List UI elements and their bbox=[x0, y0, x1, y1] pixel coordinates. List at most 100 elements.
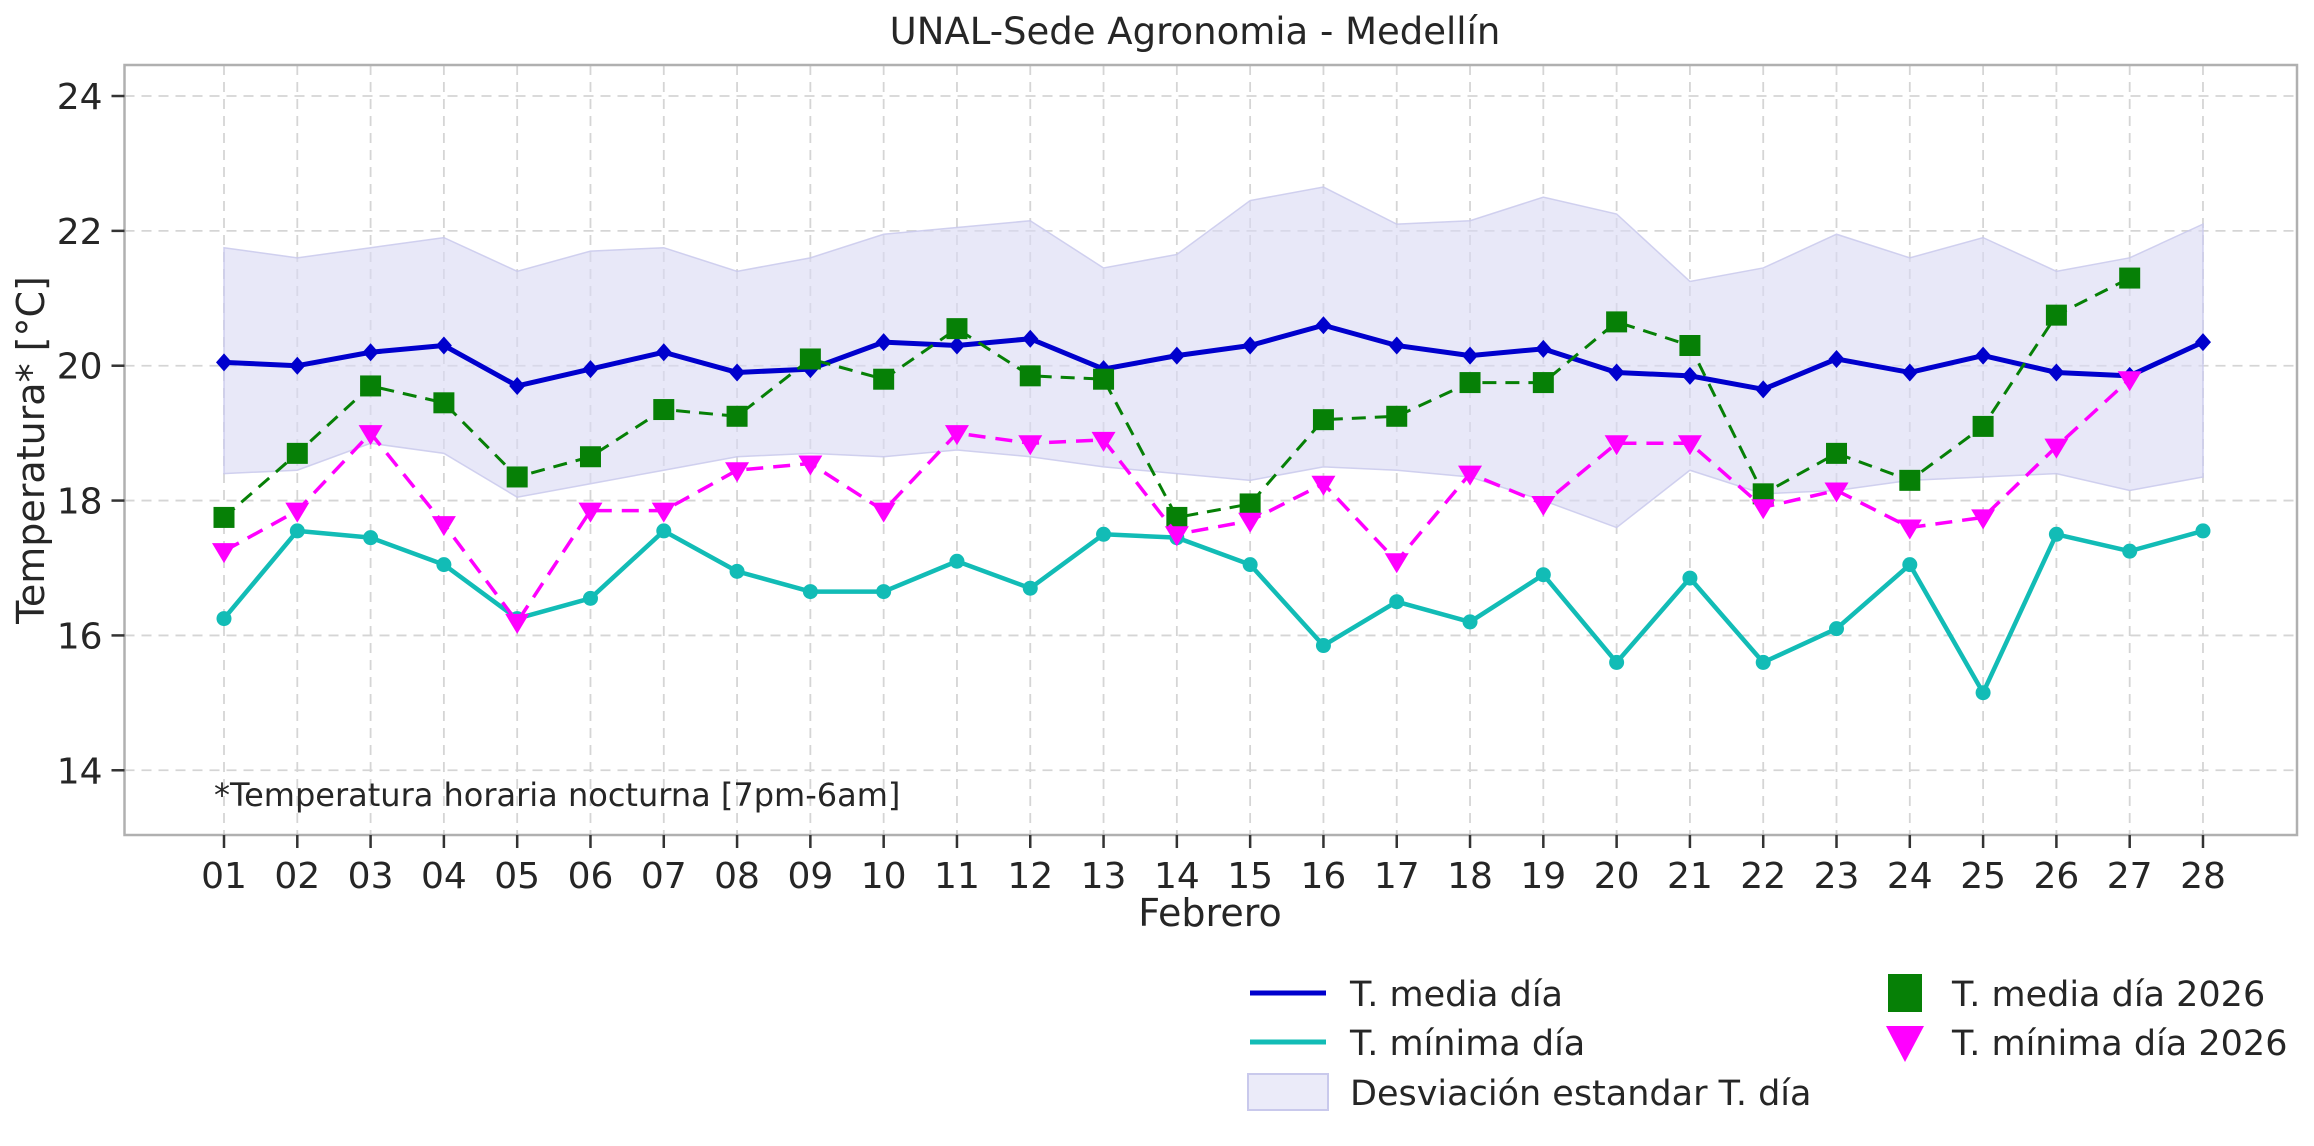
diamond-marker bbox=[509, 376, 526, 395]
legend-swatch-t-minima-dia-2026 bbox=[1886, 1026, 1924, 1062]
triangle-down-marker bbox=[1751, 499, 1776, 520]
square-marker bbox=[579, 446, 601, 468]
circle-marker bbox=[656, 523, 672, 539]
diamond-marker bbox=[1242, 336, 1259, 355]
square-marker bbox=[1679, 334, 1701, 356]
triangle-down-marker bbox=[651, 502, 676, 523]
square-marker bbox=[1606, 311, 1628, 333]
triangle-down-marker bbox=[2117, 371, 2142, 392]
series-t-m-nima-d-a-2026 bbox=[212, 371, 2142, 634]
axes: 01 02 03 04 05 06 07 08 09 10 11 12 13 14 15 16 17 18 19 20… bbox=[57, 63, 2299, 897]
x-tick-label: 09 bbox=[787, 856, 833, 897]
square-marker bbox=[1093, 368, 1115, 390]
y-tick-label: 16 bbox=[57, 616, 103, 657]
triangle-down-marker bbox=[1164, 526, 1189, 547]
circle-marker bbox=[289, 523, 305, 539]
x-tick-label: 06 bbox=[568, 856, 614, 897]
diamond-marker bbox=[1168, 346, 1185, 365]
square-marker bbox=[946, 318, 968, 340]
circle-marker bbox=[2122, 543, 2138, 559]
diamond-marker bbox=[582, 360, 599, 379]
circle-marker bbox=[1609, 654, 1625, 670]
circle-marker bbox=[1755, 654, 1771, 670]
square-marker bbox=[506, 466, 528, 488]
x-tick-label: 01 bbox=[201, 856, 247, 897]
square-marker bbox=[1752, 483, 1774, 505]
y-tick-label: 20 bbox=[57, 347, 103, 388]
triangle-down-marker bbox=[431, 516, 456, 537]
circle-marker bbox=[2195, 523, 2211, 539]
triangle-down-marker bbox=[212, 543, 236, 564]
x-tick-label: 22 bbox=[1740, 856, 1786, 897]
x-tick-label: 16 bbox=[1301, 856, 1347, 897]
series-t-m-nima-d-a bbox=[216, 523, 2211, 701]
diamond-marker bbox=[1828, 349, 1845, 368]
diamond-marker bbox=[216, 353, 232, 372]
square-marker bbox=[1826, 442, 1848, 464]
circle-marker bbox=[802, 584, 818, 600]
y-tick-label: 24 bbox=[57, 77, 103, 118]
square-marker bbox=[1532, 372, 1554, 394]
x-tick-label: 11 bbox=[934, 856, 980, 897]
series-line-t-media-d-a-2026 bbox=[223, 276, 2131, 519]
square-marker bbox=[1312, 409, 1334, 431]
legend-swatch-std-band bbox=[1247, 1073, 1329, 1111]
circle-marker bbox=[436, 557, 452, 573]
circle-marker bbox=[1389, 594, 1405, 610]
x-tick-label: 19 bbox=[1520, 856, 1566, 897]
circle-marker bbox=[1022, 580, 1038, 596]
x-tick-label: 25 bbox=[1960, 856, 2006, 897]
x-tick-label: 26 bbox=[2033, 856, 2079, 897]
diamond-marker bbox=[729, 363, 746, 382]
circle-marker bbox=[1315, 638, 1331, 654]
diamond-marker bbox=[435, 336, 452, 355]
circle-marker bbox=[216, 611, 232, 627]
legend-label-std-band: Desviación estandar T. día bbox=[1350, 1074, 1811, 1114]
triangle-down-marker bbox=[871, 502, 896, 523]
x-tick-label: 14 bbox=[1154, 856, 1200, 897]
square-marker bbox=[213, 506, 235, 528]
square-marker bbox=[2045, 304, 2067, 326]
x-tick-label: 21 bbox=[1667, 856, 1713, 897]
x-tick-label: 07 bbox=[641, 856, 687, 897]
square-marker bbox=[286, 442, 308, 464]
square-marker bbox=[873, 368, 895, 390]
triangle-down-marker bbox=[505, 613, 530, 634]
circle-marker bbox=[876, 584, 892, 600]
x-tick-label: 27 bbox=[2107, 856, 2153, 897]
legend: T. media día T. mínima día Desviación es… bbox=[1247, 974, 2287, 1114]
square-marker bbox=[433, 392, 455, 414]
data-series bbox=[212, 267, 2211, 701]
triangle-down-marker bbox=[1091, 431, 1116, 452]
x-tick-label: 15 bbox=[1227, 856, 1273, 897]
x-tick-label: 18 bbox=[1447, 856, 1493, 897]
diamond-marker bbox=[1388, 336, 1405, 355]
triangle-down-marker bbox=[1531, 495, 1556, 516]
square-marker bbox=[799, 348, 821, 370]
x-tick-label: 05 bbox=[494, 856, 540, 897]
plot-border bbox=[123, 63, 2299, 837]
triangle-down-marker bbox=[944, 425, 969, 446]
triangle-down-marker bbox=[1971, 509, 1996, 530]
std-band-area bbox=[223, 186, 2204, 529]
diamond-marker bbox=[1315, 316, 1332, 335]
series-line-t-media-d-a bbox=[223, 322, 2205, 392]
square-marker bbox=[726, 405, 748, 427]
triangle-down-marker bbox=[1604, 435, 1629, 456]
circle-marker bbox=[1975, 685, 1991, 701]
square-marker bbox=[1166, 506, 1188, 528]
circle-marker bbox=[1096, 526, 1112, 542]
legend-label-t-minima-dia-2026: T. mínima día 2026 bbox=[1951, 1024, 2287, 1064]
x-tick-label: 12 bbox=[1007, 856, 1053, 897]
square-marker bbox=[1239, 493, 1261, 515]
circle-marker bbox=[949, 553, 965, 569]
diamond-marker bbox=[1462, 346, 1479, 365]
circle-marker bbox=[363, 530, 379, 546]
diamond-marker bbox=[2194, 333, 2211, 352]
x-tick-label: 04 bbox=[421, 856, 467, 897]
circle-marker bbox=[582, 590, 598, 606]
triangle-down-marker bbox=[1238, 512, 1263, 533]
x-tick-label: 08 bbox=[714, 856, 760, 897]
triangle-down-marker bbox=[1897, 519, 1922, 540]
